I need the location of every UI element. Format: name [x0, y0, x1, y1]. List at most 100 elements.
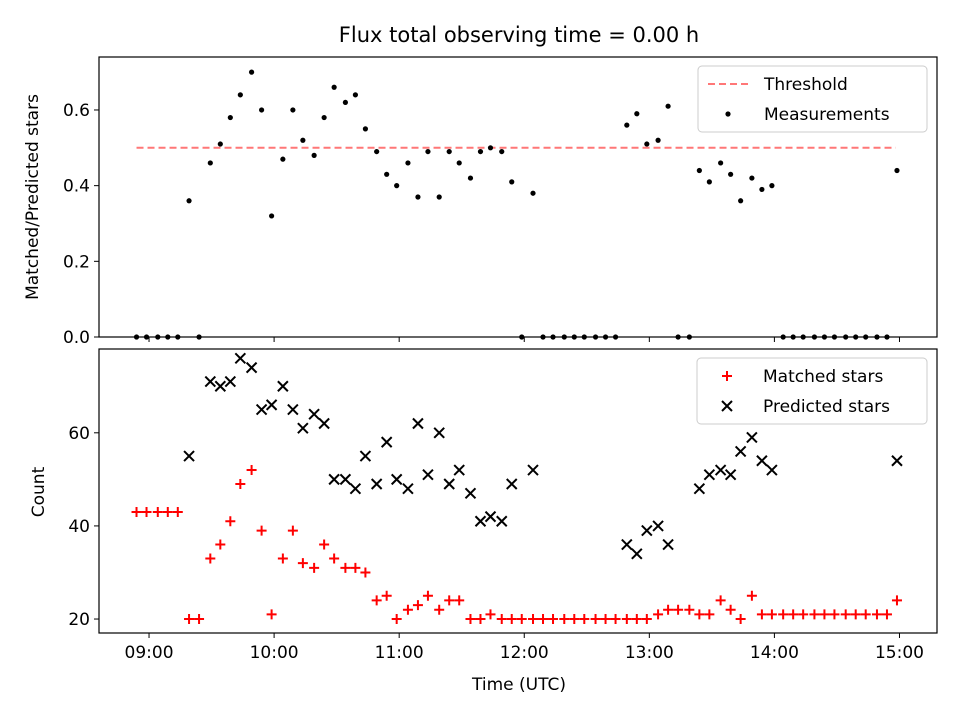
matched-star-marker	[506, 614, 517, 625]
matched-star-marker	[528, 614, 539, 625]
predicted-star-marker	[297, 422, 309, 434]
predicted-star-marker	[453, 464, 465, 476]
predicted-star-marker	[621, 538, 633, 551]
predicted-star-marker	[234, 352, 247, 365]
legend-label: Threshold	[763, 75, 848, 95]
measurement-point	[624, 122, 630, 128]
matched-star-marker	[725, 604, 736, 615]
measurement-point	[415, 194, 421, 200]
matched-star-marker	[778, 609, 789, 620]
matched-star-marker	[360, 567, 371, 578]
measurement-point	[280, 156, 286, 162]
measurement-point	[728, 171, 734, 177]
predicted-star-marker	[652, 520, 664, 532]
matched-star-marker	[891, 595, 902, 606]
legend-measurement-swatch	[725, 111, 731, 117]
measurement-point	[894, 167, 900, 174]
measurement-point	[207, 160, 213, 166]
matched-star-marker	[350, 562, 361, 573]
predicted-star-marker	[662, 538, 674, 551]
predicted-star-marker	[308, 408, 320, 420]
measurement-point	[394, 183, 400, 189]
legend-box	[696, 357, 928, 425]
y-axis-label-count: Count	[29, 466, 49, 517]
predicted-star-marker	[641, 524, 653, 537]
predicted-star-marker	[506, 478, 518, 490]
predicted-star-marker	[245, 361, 258, 374]
matched-star-marker	[559, 614, 570, 625]
measurement-point	[696, 167, 702, 174]
x-tick-label: 11:00	[375, 643, 424, 663]
measurement-point	[477, 148, 484, 155]
measurement-point	[352, 92, 359, 98]
matched-star-marker	[309, 562, 320, 573]
predicted-star-marker	[464, 487, 477, 500]
matched-star-marker	[329, 553, 340, 564]
matched-star-marker	[600, 614, 611, 625]
matched-star-marker	[454, 595, 465, 606]
legend-label: Measurements	[764, 105, 890, 125]
measurement-point	[467, 175, 474, 181]
matched-star-marker	[225, 516, 236, 527]
matched-star-marker	[621, 614, 632, 625]
measurement-point	[665, 103, 671, 109]
matched-star-marker	[538, 614, 549, 625]
x-tick-label: 13:00	[625, 643, 674, 663]
legend-predicted-swatch	[721, 400, 733, 412]
matched-star-marker	[798, 609, 809, 620]
predicted-star-marker	[891, 455, 903, 467]
matched-star-marker	[246, 465, 257, 476]
measurement-point	[436, 194, 442, 200]
predicted-star-marker	[756, 455, 768, 467]
y-tick-label: 0.6	[63, 101, 90, 121]
y-tick-label: 0.4	[63, 177, 90, 197]
matched-star-marker	[266, 609, 277, 620]
matched-star-marker	[735, 614, 746, 625]
matched-star-marker	[766, 609, 777, 620]
measurement-point	[425, 148, 431, 155]
predicted-star-marker	[339, 473, 352, 486]
x-tick-label: 14:00	[750, 643, 799, 663]
matched-star-marker	[809, 609, 820, 620]
matched-star-marker	[475, 614, 486, 625]
measurement-point	[499, 148, 505, 155]
predicted-star-marker	[402, 482, 414, 495]
measurement-point	[384, 171, 390, 177]
matched-star-marker	[850, 609, 861, 620]
matched-star-marker	[829, 609, 840, 620]
measurement-point	[269, 213, 275, 219]
predicted-star-marker	[370, 478, 383, 490]
measurement-point	[342, 99, 348, 106]
y-tick-label: 20	[68, 610, 90, 630]
predicted-star-marker	[390, 473, 403, 486]
predicted-star-marker	[433, 427, 445, 439]
matched-star-marker	[152, 506, 163, 517]
measurement-point	[217, 141, 223, 147]
measurement-point	[258, 107, 265, 113]
predicted-star-marker	[265, 399, 278, 411]
predicted-star-marker	[287, 403, 299, 416]
measurement-point	[311, 152, 317, 158]
measurement-point	[374, 148, 380, 155]
measurement-point	[487, 145, 494, 151]
matched-star-marker	[881, 609, 892, 620]
plot-frame	[98, 56, 938, 338]
matched-star-marker	[465, 614, 476, 625]
y-tick-label: 0.0	[63, 328, 90, 348]
predicted-star-marker	[183, 450, 195, 462]
legend-box	[697, 65, 928, 133]
matched-star-marker	[162, 506, 173, 517]
y-tick-label: 0.2	[63, 252, 90, 272]
y-axis-label-ratio: Matched/Predicted stars	[23, 94, 43, 300]
measurement-point	[769, 183, 775, 189]
ratio-panel: Flux total observing time = 0.00 h Match…	[23, 23, 938, 348]
measurement-point	[331, 84, 337, 90]
matched-star-marker	[663, 604, 674, 615]
predicted-star-marker	[443, 478, 455, 490]
matched-star-marker	[371, 595, 382, 606]
matched-star-marker	[860, 609, 871, 620]
predicted-star-marker	[214, 380, 227, 392]
predicted-star-marker	[746, 431, 758, 444]
y-tick-label: 40	[68, 517, 90, 537]
measurement-point	[749, 175, 755, 181]
